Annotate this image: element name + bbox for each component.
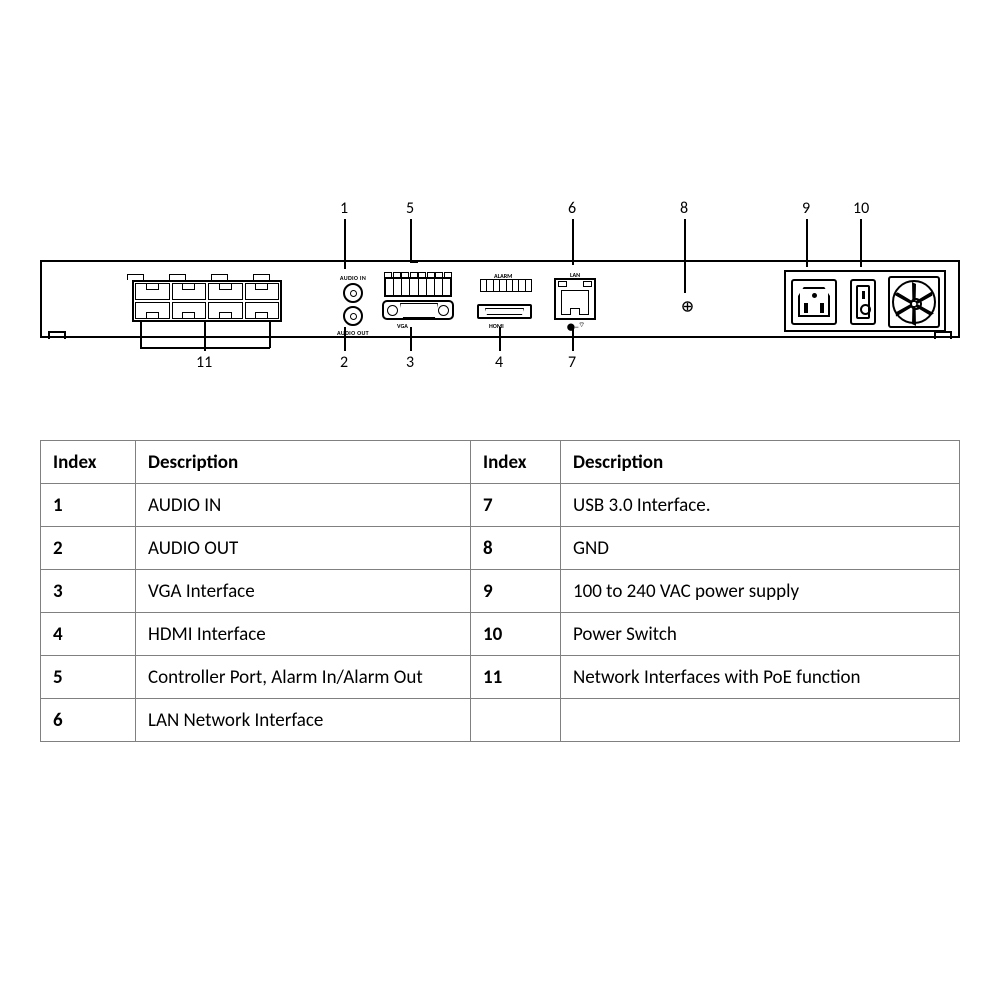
audio-out-label: AUDIO OUT bbox=[332, 329, 374, 337]
gnd-screw bbox=[682, 298, 693, 309]
power-inlet bbox=[791, 279, 837, 325]
rear-panel-diagram: 1 5 6 8 9 10 11 2 3 4 7 bbox=[40, 225, 960, 365]
controller-terminal bbox=[384, 277, 452, 297]
col-description-1: Description bbox=[136, 441, 471, 484]
poe-port-block bbox=[132, 280, 282, 322]
vga-port bbox=[382, 300, 454, 320]
power-module bbox=[784, 270, 946, 332]
table-row: 2 AUDIO OUT 8 GND bbox=[41, 527, 960, 570]
hdmi-port bbox=[477, 304, 532, 319]
table-header-row: Index Description Index Description bbox=[41, 441, 960, 484]
lan-port bbox=[554, 278, 596, 320]
fan-icon bbox=[888, 276, 940, 328]
callout-4: 4 bbox=[495, 353, 503, 372]
table-row: 4 HDMI Interface 10 Power Switch bbox=[41, 613, 960, 656]
callout-10: 10 bbox=[853, 199, 869, 218]
table-row: 1 AUDIO IN 7 USB 3.0 Interface. bbox=[41, 484, 960, 527]
callout-8: 8 bbox=[680, 199, 688, 218]
table-row: 5 Controller Port, Alarm In/Alarm Out 11… bbox=[41, 656, 960, 699]
col-index-2: Index bbox=[471, 441, 561, 484]
power-switch bbox=[850, 279, 876, 325]
audio-jacks: AUDIO IN AUDIO OUT bbox=[332, 274, 374, 337]
audio-in-jack bbox=[343, 283, 363, 303]
col-index-1: Index bbox=[41, 441, 136, 484]
callout-2: 2 bbox=[340, 353, 348, 372]
page: 1 5 6 8 9 10 11 2 3 4 7 bbox=[0, 0, 1000, 1000]
usb-label: ⬤─⌔ bbox=[567, 322, 585, 332]
alarm-terminal bbox=[480, 279, 532, 292]
callout-7: 7 bbox=[568, 353, 576, 372]
device-chassis: AUDIO IN AUDIO OUT VGA ALARM HOMI LAN bbox=[40, 260, 960, 338]
callout-1: 1 bbox=[340, 199, 348, 218]
hdmi-label: HOMI bbox=[489, 322, 504, 330]
callout-6: 6 bbox=[568, 199, 576, 218]
audio-in-label: AUDIO IN bbox=[332, 274, 374, 282]
index-description-table: Index Description Index Description 1 AU… bbox=[40, 440, 960, 742]
callout-11: 11 bbox=[196, 353, 212, 372]
callout-5: 5 bbox=[406, 199, 414, 218]
table-row: 6 LAN Network Interface bbox=[41, 699, 960, 742]
vga-label: VGA bbox=[397, 322, 408, 330]
col-description-2: Description bbox=[561, 441, 960, 484]
callout-9: 9 bbox=[802, 199, 810, 218]
audio-out-jack bbox=[343, 306, 363, 326]
table-row: 3 VGA Interface 9 100 to 240 VAC power s… bbox=[41, 570, 960, 613]
callout-3: 3 bbox=[406, 353, 414, 372]
